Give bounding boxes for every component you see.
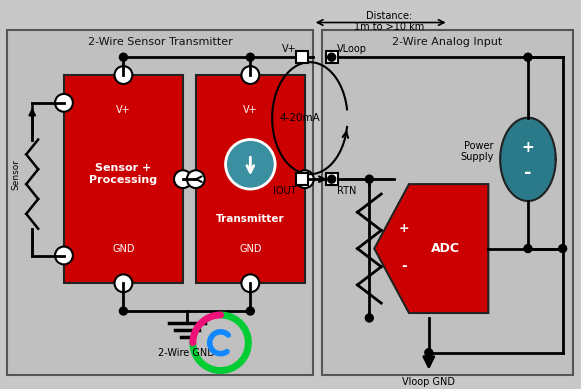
Circle shape <box>205 327 236 359</box>
Text: ADC: ADC <box>431 242 460 255</box>
Circle shape <box>225 140 275 189</box>
Bar <box>296 173 308 185</box>
Circle shape <box>114 66 132 84</box>
Text: 4-20mA: 4-20mA <box>279 113 320 123</box>
Bar <box>64 75 183 283</box>
Text: 2-Wire Analog Input: 2-Wire Analog Input <box>392 37 502 47</box>
Circle shape <box>242 66 259 84</box>
Text: Power
Supply: Power Supply <box>460 140 493 162</box>
Bar <box>326 51 338 63</box>
Circle shape <box>365 175 373 183</box>
Text: Vloop GND: Vloop GND <box>402 377 456 387</box>
Circle shape <box>114 274 132 292</box>
Text: +: + <box>399 222 410 235</box>
Bar <box>196 75 305 283</box>
Text: VLoop: VLoop <box>336 44 367 54</box>
Text: +: + <box>522 140 535 155</box>
Circle shape <box>425 349 433 357</box>
Circle shape <box>296 170 314 188</box>
Bar <box>296 51 308 63</box>
Circle shape <box>328 53 336 61</box>
Circle shape <box>559 245 566 252</box>
Text: 2-Wire Sensor Transmitter: 2-Wire Sensor Transmitter <box>88 37 232 47</box>
Circle shape <box>524 245 532 252</box>
Circle shape <box>328 175 336 183</box>
Text: Distance:
1m to >10 km: Distance: 1m to >10 km <box>354 11 424 32</box>
Text: Sensor +
Processing: Sensor + Processing <box>89 163 157 185</box>
Text: -: - <box>401 259 407 273</box>
Circle shape <box>120 53 127 61</box>
Circle shape <box>242 274 259 292</box>
Text: -: - <box>524 164 532 182</box>
Text: IOUT: IOUT <box>274 186 297 196</box>
Polygon shape <box>374 184 488 313</box>
Text: V+: V+ <box>116 105 131 115</box>
Text: Transmitter: Transmitter <box>216 214 285 224</box>
Circle shape <box>174 170 192 188</box>
Circle shape <box>187 170 205 188</box>
Circle shape <box>120 307 127 315</box>
Circle shape <box>55 247 73 265</box>
Circle shape <box>246 307 254 315</box>
Text: GND: GND <box>239 244 261 254</box>
Bar <box>8 30 313 375</box>
Text: 2-Wire GND: 2-Wire GND <box>159 348 216 357</box>
Text: Sensor: Sensor <box>12 159 21 190</box>
Text: GND: GND <box>112 244 135 254</box>
Bar <box>322 30 573 375</box>
Bar <box>326 173 338 185</box>
Circle shape <box>55 94 73 112</box>
Circle shape <box>524 53 532 61</box>
Text: V+: V+ <box>282 44 297 54</box>
Text: RTN: RTN <box>336 186 356 196</box>
Circle shape <box>246 53 254 61</box>
Text: V+: V+ <box>243 105 257 115</box>
Circle shape <box>365 314 373 322</box>
Polygon shape <box>500 118 555 201</box>
